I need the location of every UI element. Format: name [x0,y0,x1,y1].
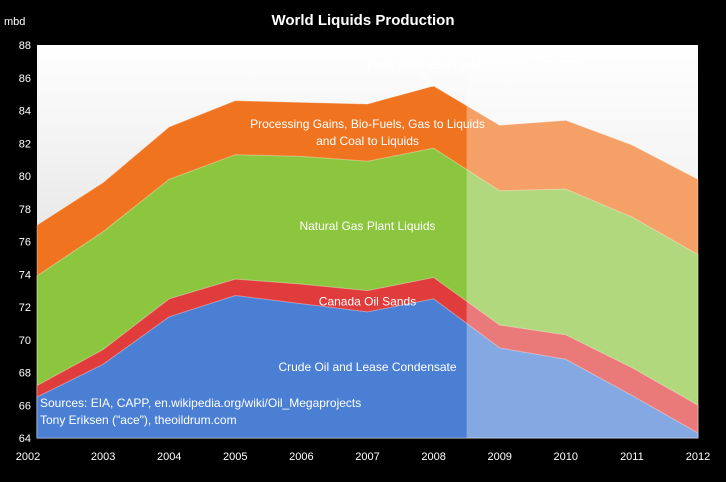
x-tick-label: 2002 [16,451,40,463]
y-axis-label: mbd [4,16,25,28]
y-tick-label: 70 [19,335,31,347]
y-tick-label: 76 [19,237,31,249]
x-tick-label: 2005 [223,451,247,463]
x-tick-label: 2007 [355,451,379,463]
peak-annotation: Peak 2008 85.47 mbd [367,58,484,72]
forecast-label: Forecast [478,53,525,67]
y-tick-label: 66 [19,400,31,412]
y-tick-label: 74 [19,269,31,281]
x-tick-label: 2004 [157,451,181,463]
y-tick-label: 86 [19,73,31,85]
sources-line-1: Sources: EIA, CAPP, en.wikipedia.org/wik… [40,396,361,410]
peak-arrow-head [425,80,433,87]
series-label-processing-gains-bio-fuels-gas-to-liquids-and-coal-to-liquids: Processing Gains, Bio-Fuels, Gas to Liqu… [250,117,485,148]
x-tick-label: 2011 [620,451,644,463]
y-tick-label: 82 [19,138,31,150]
chart-title: World Liquids Production [271,12,454,29]
x-tick-label: 2009 [487,451,511,463]
forecast-arrow-head [577,59,585,65]
y-tick-label: 68 [19,368,31,380]
sources-line-2: Tony Eriksen ("ace"), theoildrum.com [40,413,237,427]
y-tick-label: 72 [19,302,31,314]
y-tick-label: 88 [19,40,31,52]
series-label-crude-oil-and-lease-condensate: Crude Oil and Lease Condensate [278,360,456,374]
x-tick-label: 2008 [421,451,445,463]
forecast-shade [466,45,698,438]
y-tick-label: 64 [19,433,31,445]
y-tick-label: 78 [19,204,31,216]
x-tick-label: 2003 [91,451,115,463]
series-area-crude-oil-and-lease-condensate [36,295,699,439]
forecast-arrow-line [531,59,581,63]
y-tick-label: 84 [19,106,31,118]
y-tick-label: 80 [19,171,31,183]
x-tick-label: 2006 [289,451,313,463]
x-tick-label: 2010 [554,451,578,463]
x-tick-label: 2012 [686,451,710,463]
series-label-canada-oil-sands: Canada Oil Sands [319,294,416,308]
series-label-natural-gas-plant-liquids: Natural Gas Plant Liquids [299,219,435,233]
